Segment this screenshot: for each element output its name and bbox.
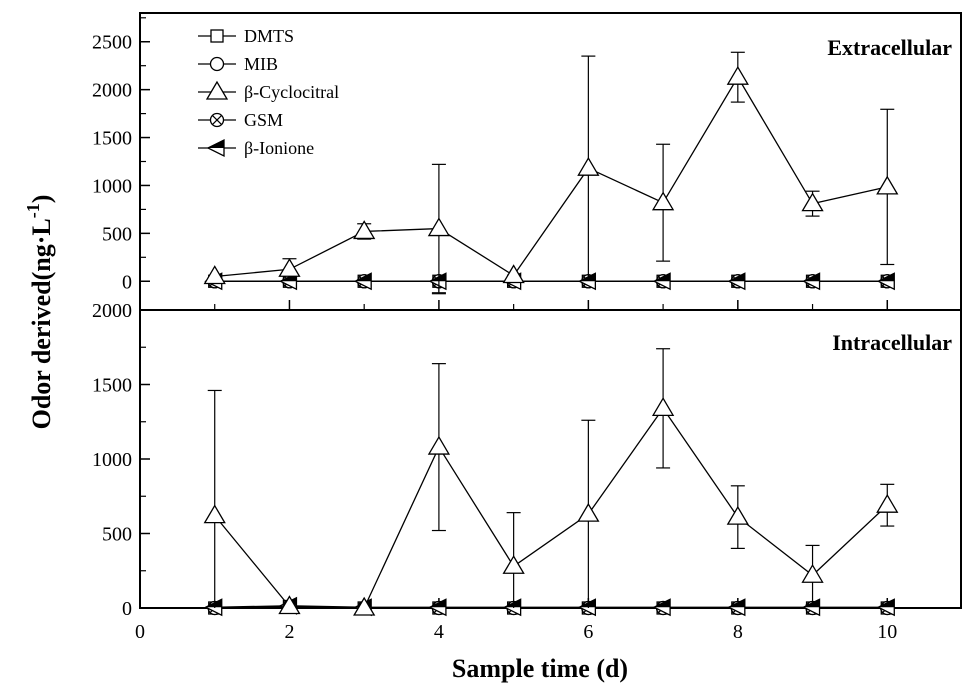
legend-label: GSM <box>244 110 283 130</box>
y-tick-label: 2000 <box>92 300 132 322</box>
legend-marker-triangle <box>205 80 229 100</box>
y-axis-label-group: Odor derived(ng·L-1) <box>23 195 56 430</box>
point-triangle <box>726 65 749 85</box>
plot-frame <box>139 12 962 609</box>
series-0-square <box>208 274 894 295</box>
point-triangle <box>502 554 525 574</box>
point-triangle <box>203 265 226 285</box>
series-1-triangle <box>203 348 899 616</box>
y-tick-label: 1500 <box>92 128 132 150</box>
point-left-triangle-half-fill <box>205 599 222 608</box>
point-triangle <box>801 192 824 212</box>
y-axis-label-superscript: -1 <box>23 203 43 218</box>
point-left-triangle-half-fill <box>429 273 446 282</box>
panel-title-intracellular: Intracellular <box>832 330 952 355</box>
x-tick-label: 8 <box>733 621 743 643</box>
line-triangle <box>214 75 888 278</box>
point-triangle <box>651 191 675 211</box>
y-tick-label: 0 <box>122 598 132 620</box>
x-tick-label: 0 <box>135 621 145 643</box>
point-triangle <box>502 264 525 284</box>
legend-label: β-Cyclocitral <box>244 82 339 102</box>
point-triangle <box>726 505 749 525</box>
legend-label: DMTS <box>244 26 294 46</box>
point-triangle <box>278 595 301 615</box>
point-left-triangle-half-fill <box>654 273 671 282</box>
y-axis-label-main: Odor derived(ng·L <box>27 218 56 429</box>
line-triangle <box>214 407 888 609</box>
point-triangle <box>353 596 376 616</box>
y-tick-label: 1000 <box>92 175 132 197</box>
point-triangle <box>427 435 451 455</box>
point-triangle <box>353 220 376 240</box>
point-left-triangle-half-fill <box>579 273 596 282</box>
point-left-triangle-half-fill <box>429 599 446 608</box>
point-left-triangle-half-fill <box>728 599 745 608</box>
legend: DMTS MIB β-Cyclocitral GSM β-Ionione <box>198 26 339 158</box>
point-left-triangle-half-fill <box>878 599 895 608</box>
series-0-left-triangle-half <box>204 272 895 291</box>
legend-marker-circle-cross-cross-b <box>211 114 223 126</box>
y-tick-label: 1000 <box>92 449 132 471</box>
x-tick-label: 6 <box>583 621 593 643</box>
y-tick-label: 2000 <box>92 80 132 102</box>
point-left-triangle-half-fill <box>728 273 745 282</box>
point-triangle <box>577 502 600 522</box>
point-left-triangle-half-fill <box>654 599 671 608</box>
x-axis-label: Sample time (d) <box>452 654 628 683</box>
axes: 0 500 1000 1500 2000 2500 0 500 1000 1500 2000 0 2 4 6… <box>92 17 897 643</box>
x-tick-label: 10 <box>877 621 897 643</box>
point-left-triangle-half-fill <box>504 599 521 608</box>
y-tick-label: 2500 <box>92 32 132 54</box>
y-tick-label: 0 <box>122 271 132 293</box>
y-tick-label: 1500 <box>92 375 132 397</box>
point-triangle <box>427 217 451 237</box>
panel-title-extracellular: Extracellular <box>827 35 952 60</box>
legend-marker-circle <box>209 56 225 72</box>
point-left-triangle-half-fill <box>355 273 372 282</box>
point-triangle <box>278 258 301 277</box>
point-left-triangle-half-fill <box>803 273 820 282</box>
legend-marker-square <box>210 29 224 43</box>
line-left-triangle-half <box>214 605 888 608</box>
point-triangle <box>876 175 899 195</box>
legend-marker-left-triangle-half-fill <box>208 140 224 148</box>
x-tick-label: 2 <box>284 621 294 643</box>
point-triangle <box>651 397 675 416</box>
legend-label: β-Ionione <box>244 138 314 158</box>
y-tick-label: 500 <box>102 524 132 546</box>
series-0-triangle <box>203 51 899 294</box>
x-tick-label: 4 <box>434 621 444 643</box>
point-left-triangle-half-fill <box>878 273 895 282</box>
point-triangle <box>876 493 899 513</box>
chart-marks <box>203 51 899 617</box>
point-triangle <box>203 504 226 524</box>
y-axis-label-suffix: ) <box>27 195 56 204</box>
y-axis-label: Odor derived(ng·L-1) <box>23 195 56 430</box>
point-triangle <box>801 563 824 583</box>
point-triangle <box>577 156 600 176</box>
point-left-triangle-half-fill <box>579 599 596 608</box>
legend-label: MIB <box>244 54 278 74</box>
y-tick-label: 500 <box>102 223 132 245</box>
